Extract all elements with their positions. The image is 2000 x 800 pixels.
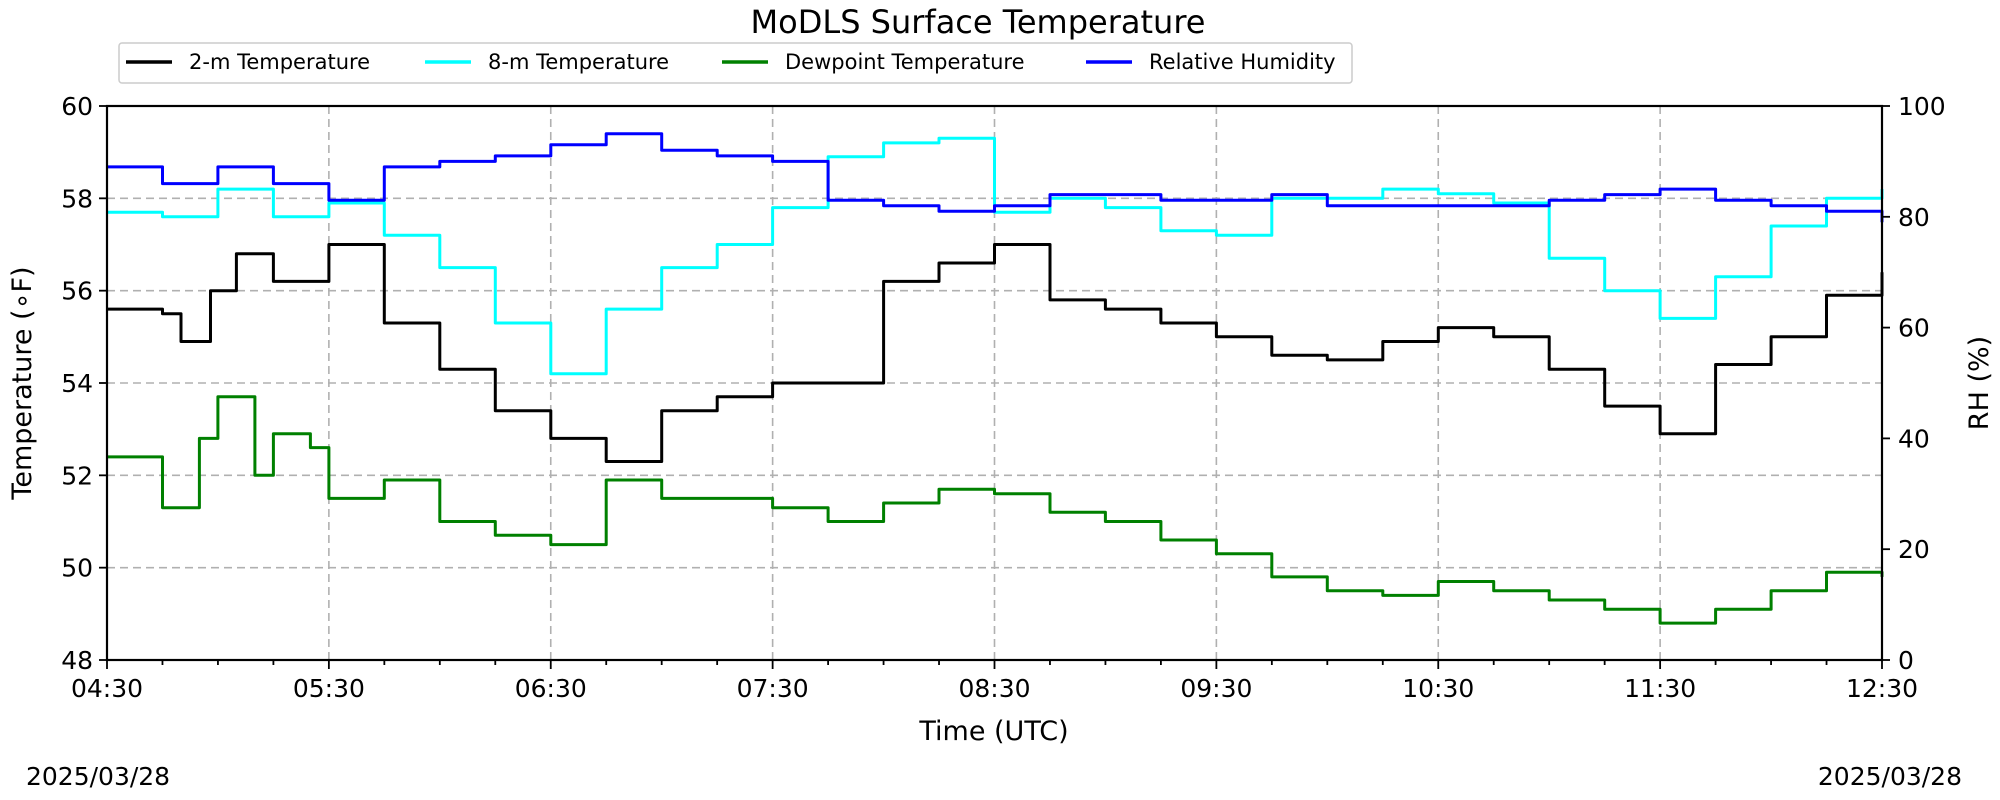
series-line-8-m-temperature bbox=[107, 136, 1884, 376]
y2-tick-label: 40 bbox=[1898, 424, 1930, 453]
x-tick-label: 11:30 bbox=[1624, 674, 1696, 703]
date-left: 2025/03/28 bbox=[26, 762, 170, 791]
legend-label: Dewpoint Temperature bbox=[785, 50, 1025, 74]
y-tick-label: 60 bbox=[61, 92, 93, 121]
series-line-relative-humidity bbox=[107, 132, 1884, 223]
y2-tick-label: 80 bbox=[1898, 203, 1930, 232]
y-axis-left: 48 50 52 54 56 58 60 bbox=[61, 92, 107, 675]
x-tick-label: 08:30 bbox=[958, 674, 1030, 703]
y-tick-label: 50 bbox=[61, 554, 93, 583]
y-tick-label: 52 bbox=[61, 461, 93, 490]
legend-label: 2-m Temperature bbox=[189, 50, 370, 74]
x-axis: 04:30 05:30 06:30 07:30 08:30 09:30 10:30 11:30… bbox=[71, 660, 1918, 703]
y-tick-label: 56 bbox=[61, 277, 93, 306]
x-tick-label: 09:30 bbox=[1180, 674, 1252, 703]
series-line-2-m-temperature bbox=[107, 243, 1884, 463]
y-tick-label: 48 bbox=[61, 646, 93, 675]
x-tick-label: 10:30 bbox=[1402, 674, 1474, 703]
legend: 2-m Temperature 8-m Temperature Dewpoint T… bbox=[118, 42, 1353, 84]
date-right: 2025/03/28 bbox=[1818, 762, 1962, 791]
y-tick-label: 54 bbox=[61, 369, 93, 398]
y2-tick-label: 100 bbox=[1898, 92, 1946, 121]
x-tick-label: 07:30 bbox=[737, 674, 809, 703]
x-tick-label: 05:30 bbox=[293, 674, 365, 703]
x-tick-label: 06:30 bbox=[515, 674, 587, 703]
x-tick-label: 04:30 bbox=[71, 674, 143, 703]
y2-tick-label: 0 bbox=[1898, 646, 1914, 675]
legend-label: 8-m Temperature bbox=[488, 50, 669, 74]
y-tick-label: 58 bbox=[61, 184, 93, 213]
series-line-dewpoint-temperature bbox=[107, 395, 1884, 625]
y2-tick-label: 20 bbox=[1898, 535, 1930, 564]
chart-title: MoDLS Surface Temperature bbox=[751, 3, 1206, 41]
x-tick-label: 12:30 bbox=[1846, 674, 1918, 703]
x-axis-label: Time (UTC) bbox=[918, 716, 1068, 747]
y-axis-right: 0 20 40 60 80 100 bbox=[1882, 92, 1946, 675]
y-axis-label: Temperature (∘F) bbox=[7, 266, 38, 500]
y2-tick-label: 60 bbox=[1898, 314, 1930, 343]
legend-label: Relative Humidity bbox=[1149, 50, 1336, 74]
y2-axis-label: RH (%) bbox=[1964, 336, 1995, 430]
series-group bbox=[107, 132, 1884, 625]
